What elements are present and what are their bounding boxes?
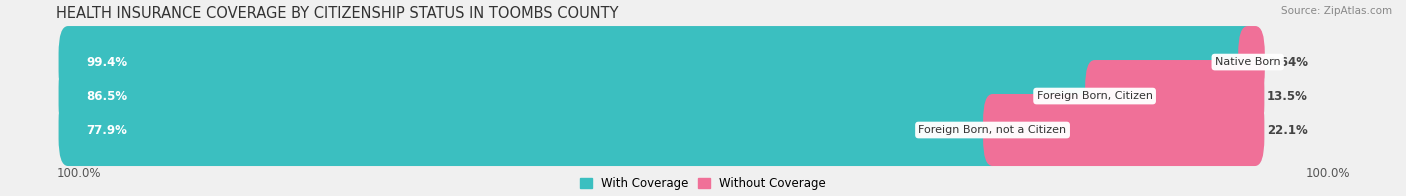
Text: 99.4%: 99.4%: [86, 56, 127, 69]
FancyBboxPatch shape: [59, 94, 1002, 166]
Text: 86.5%: 86.5%: [86, 90, 127, 103]
FancyBboxPatch shape: [59, 60, 1104, 132]
FancyBboxPatch shape: [983, 94, 1264, 166]
FancyBboxPatch shape: [59, 94, 1264, 166]
Text: 100.0%: 100.0%: [1305, 167, 1350, 180]
Text: 13.5%: 13.5%: [1267, 90, 1308, 103]
FancyBboxPatch shape: [59, 26, 1257, 98]
Text: 0.64%: 0.64%: [1267, 56, 1308, 69]
Text: 100.0%: 100.0%: [56, 167, 101, 180]
Text: 22.1%: 22.1%: [1267, 123, 1308, 136]
FancyBboxPatch shape: [1239, 26, 1265, 98]
Text: HEALTH INSURANCE COVERAGE BY CITIZENSHIP STATUS IN TOOMBS COUNTY: HEALTH INSURANCE COVERAGE BY CITIZENSHIP…: [56, 6, 619, 21]
Text: Source: ZipAtlas.com: Source: ZipAtlas.com: [1281, 6, 1392, 16]
Legend: With Coverage, Without Coverage: With Coverage, Without Coverage: [579, 177, 827, 190]
Text: Native Born: Native Born: [1215, 57, 1281, 67]
FancyBboxPatch shape: [59, 60, 1264, 132]
FancyBboxPatch shape: [1085, 60, 1264, 132]
FancyBboxPatch shape: [59, 26, 1264, 98]
Text: Foreign Born, not a Citizen: Foreign Born, not a Citizen: [918, 125, 1067, 135]
Text: 77.9%: 77.9%: [86, 123, 127, 136]
Text: Foreign Born, Citizen: Foreign Born, Citizen: [1036, 91, 1153, 101]
